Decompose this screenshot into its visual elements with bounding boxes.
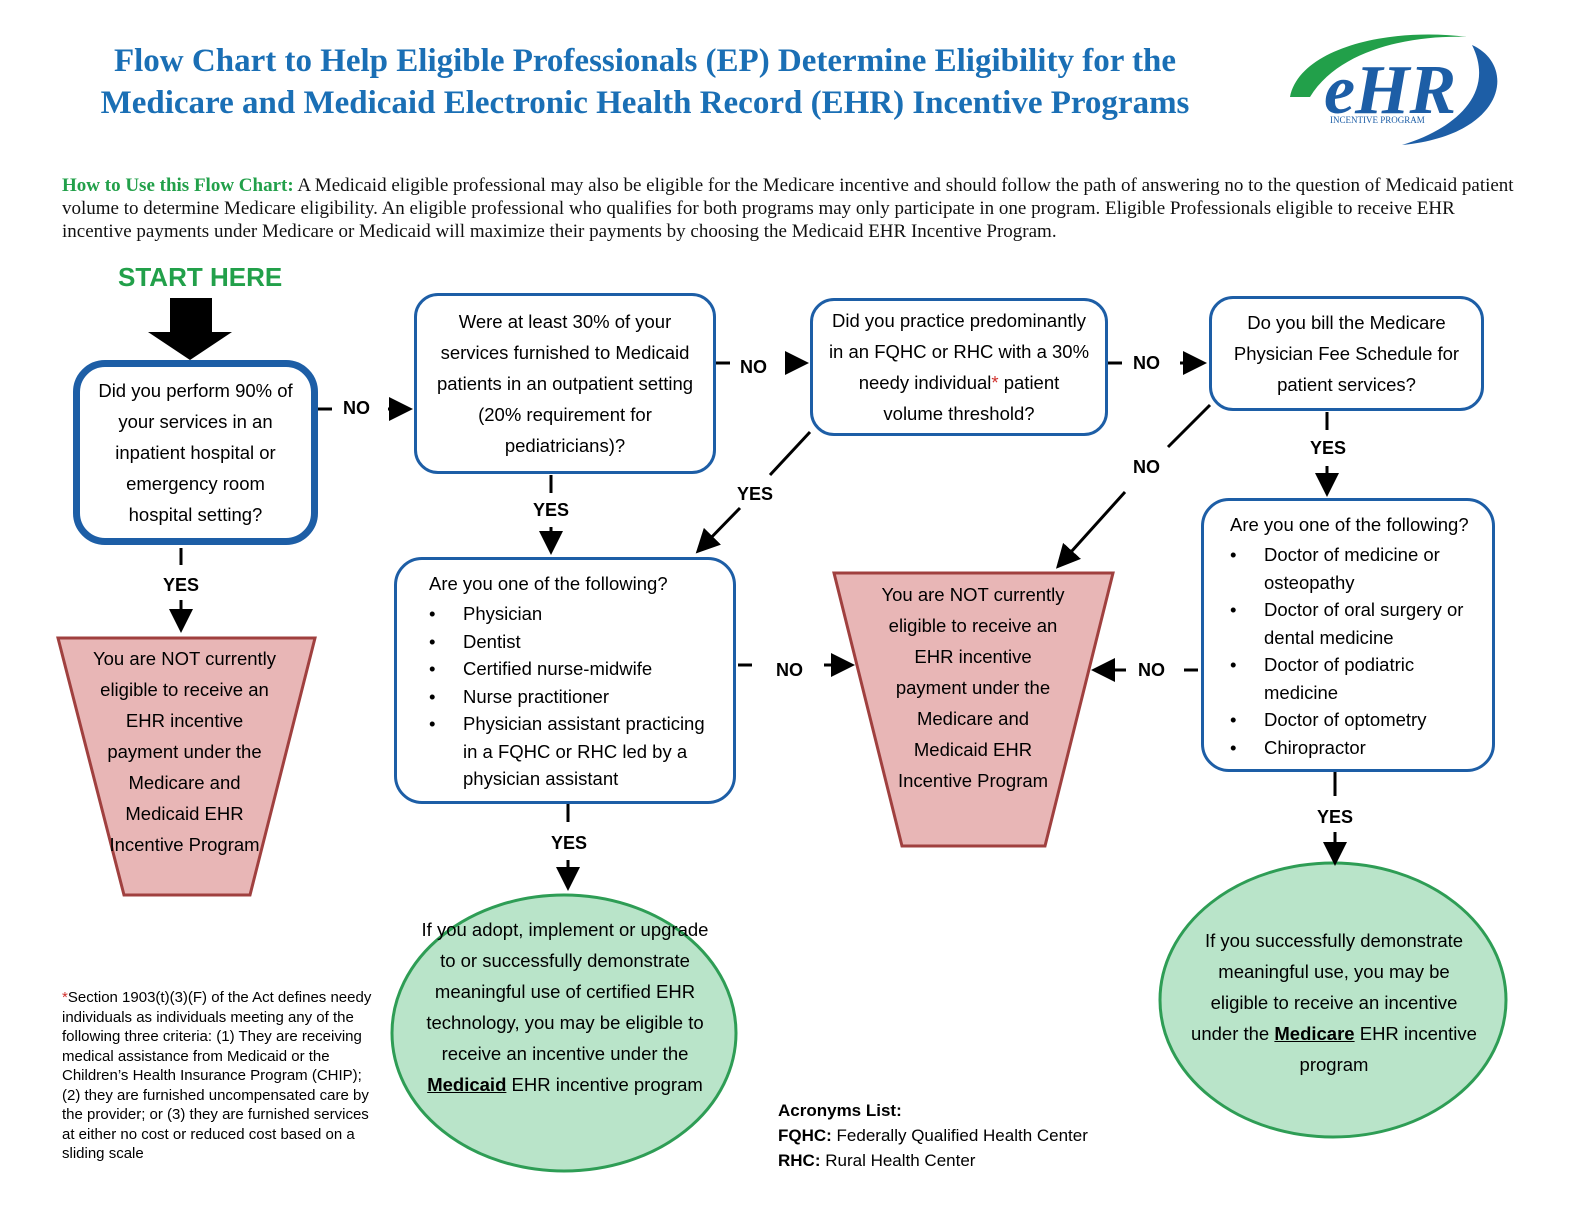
q5-item: Certified nurse-midwife <box>429 655 715 683</box>
logo-green-swoosh <box>1290 34 1467 97</box>
q6-item: Doctor of podiatric medicine <box>1230 651 1474 706</box>
q3-yes-diag-lower <box>695 506 742 554</box>
q4-no-label: NO <box>1133 457 1160 477</box>
q3-text-after: patient volume threshold? <box>883 372 1060 424</box>
q5-item: Physician <box>429 600 715 628</box>
medicaid-program-name: Medicaid <box>427 1074 507 1095</box>
q5-yes-label: YES <box>551 833 588 853</box>
intro-paragraph: How to Use this Flow Chart: A Medicaid e… <box>62 174 1522 243</box>
q4-yes-label: YES <box>1310 438 1347 458</box>
page-title: Flow Chart to Help Eligible Professional… <box>40 40 1250 124</box>
q5-item: Physician assistant practicing in a FQHC… <box>429 710 715 793</box>
q5-item: Nurse practitioner <box>429 683 715 711</box>
medicare-result-before: If you successfully demonstrate meaningf… <box>1191 930 1464 1044</box>
medicaid-result-before: If you adopt, implement or upgrade to or… <box>421 919 709 1064</box>
intro-lead: How to Use this Flow Chart: <box>62 175 294 196</box>
q2-text: Were at least 30% of your services furni… <box>436 311 694 456</box>
q4-no-diag-upper <box>1166 403 1212 449</box>
title-line-1: Flow Chart to Help Eligible Professional… <box>113 43 1176 79</box>
q4-fee-schedule-question: Do you bill the Medicare Physician Fee S… <box>1209 296 1484 411</box>
q3-text: Did you practice predominantly in an FQH… <box>827 305 1091 429</box>
q3-footnote-star: * <box>991 372 999 393</box>
medicaid-result-after: EHR incentive program <box>506 1074 703 1095</box>
q2-yes-label: YES <box>533 500 570 520</box>
not-eligible-trapezoid-center <box>832 571 1115 848</box>
q3-yes-diag-upper <box>768 430 812 477</box>
ehr-logo: eHR INCENTIVE PROGRAM <box>1290 34 1498 145</box>
acronym-row: FQHC: Federally Qualified Health Center <box>778 1123 1088 1148</box>
medicare-result-after: EHR incentive program <box>1299 1023 1477 1075</box>
q6-question: Are you one of the following? <box>1230 514 1469 535</box>
logo-blue-swoosh <box>1402 45 1498 145</box>
q6-item: Chiropractor <box>1230 734 1474 762</box>
footnote-star: * <box>62 989 68 1006</box>
q4-text: Do you bill the Medicare Physician Fee S… <box>1233 312 1460 395</box>
title-line-2: Medicare and Medicaid Electronic Health … <box>100 85 1190 121</box>
q5-question: Are you one of the following? <box>429 573 668 594</box>
q2-no-label: NO <box>740 357 767 377</box>
q1-yes-label: YES <box>163 575 200 595</box>
q6-list: Doctor of medicine or osteopathy Doctor … <box>1230 541 1474 761</box>
medicare-result-text: If you successfully demonstrate meaningf… <box>1190 925 1478 1080</box>
q6-yes-label: YES <box>1317 807 1354 827</box>
q6-medicare-professional-types: Are you one of the following? Doctor of … <box>1201 498 1495 772</box>
q3-fqhc-rhc-question: Did you practice predominantly in an FQH… <box>810 298 1108 436</box>
start-here-label: START HERE <box>118 262 283 292</box>
q3-yes-label: YES <box>737 484 774 504</box>
acronym-meaning: Federally Qualified Health Center <box>831 1126 1088 1145</box>
medicare-program-name: Medicare <box>1274 1023 1355 1044</box>
needy-individuals-footnote: *Section 1903(t)(3)(F) of the Act define… <box>62 988 382 1164</box>
acronym-abbr: RHC: <box>778 1151 821 1170</box>
start-arrow <box>148 298 232 360</box>
medicaid-result-oval <box>390 893 738 1173</box>
not-eligible-text-left: You are NOT currently eligible to receiv… <box>92 648 277 855</box>
medicaid-result-text: If you adopt, implement or upgrade to or… <box>420 914 710 1100</box>
q6-item: Doctor of medicine or osteopathy <box>1230 541 1474 596</box>
acronym-meaning: Rural Health Center <box>820 1151 976 1170</box>
q5-medicaid-professional-types: Are you one of the following? Physician … <box>394 557 736 804</box>
acronyms-heading: Acronyms List: <box>778 1101 902 1120</box>
acronym-abbr: FQHC: <box>778 1126 832 1145</box>
q3-no-label: NO <box>1133 353 1160 373</box>
q6-no-label: NO <box>1138 660 1165 680</box>
q1-text: Did you perform 90% of your services in … <box>98 380 293 525</box>
footnote-text: Section 1903(t)(3)(F) of the Act defines… <box>62 989 372 1162</box>
acronym-row: RHC: Rural Health Center <box>778 1148 1088 1173</box>
q5-list: Physician Dentist Certified nurse-midwif… <box>429 600 715 793</box>
q6-item: Doctor of optometry <box>1230 706 1474 734</box>
not-eligible-text-center: You are NOT currently eligible to receiv… <box>881 584 1065 791</box>
q5-item: Dentist <box>429 628 715 656</box>
intro-text: A Medicaid eligible professional may als… <box>62 175 1514 242</box>
q4-no-diag-lower <box>1055 490 1127 569</box>
acronyms-list: Acronyms List: FQHC: Federally Qualified… <box>778 1098 1088 1173</box>
q5-no-label: NO <box>776 660 803 680</box>
q3-text-before: Did you practice predominantly in an FQH… <box>828 310 1090 393</box>
logo-tagline: INCENTIVE PROGRAM <box>1330 115 1425 125</box>
logo-letters: eHR <box>1324 52 1456 129</box>
q1-no-label: NO <box>343 398 370 418</box>
q2-medicaid-volume-question: Were at least 30% of your services furni… <box>414 293 716 474</box>
q6-item: Doctor of oral surgery or dental medicin… <box>1230 596 1474 651</box>
q1-inpatient-question: Did you perform 90% of your services in … <box>73 360 318 545</box>
not-eligible-trapezoid-left <box>56 636 317 897</box>
